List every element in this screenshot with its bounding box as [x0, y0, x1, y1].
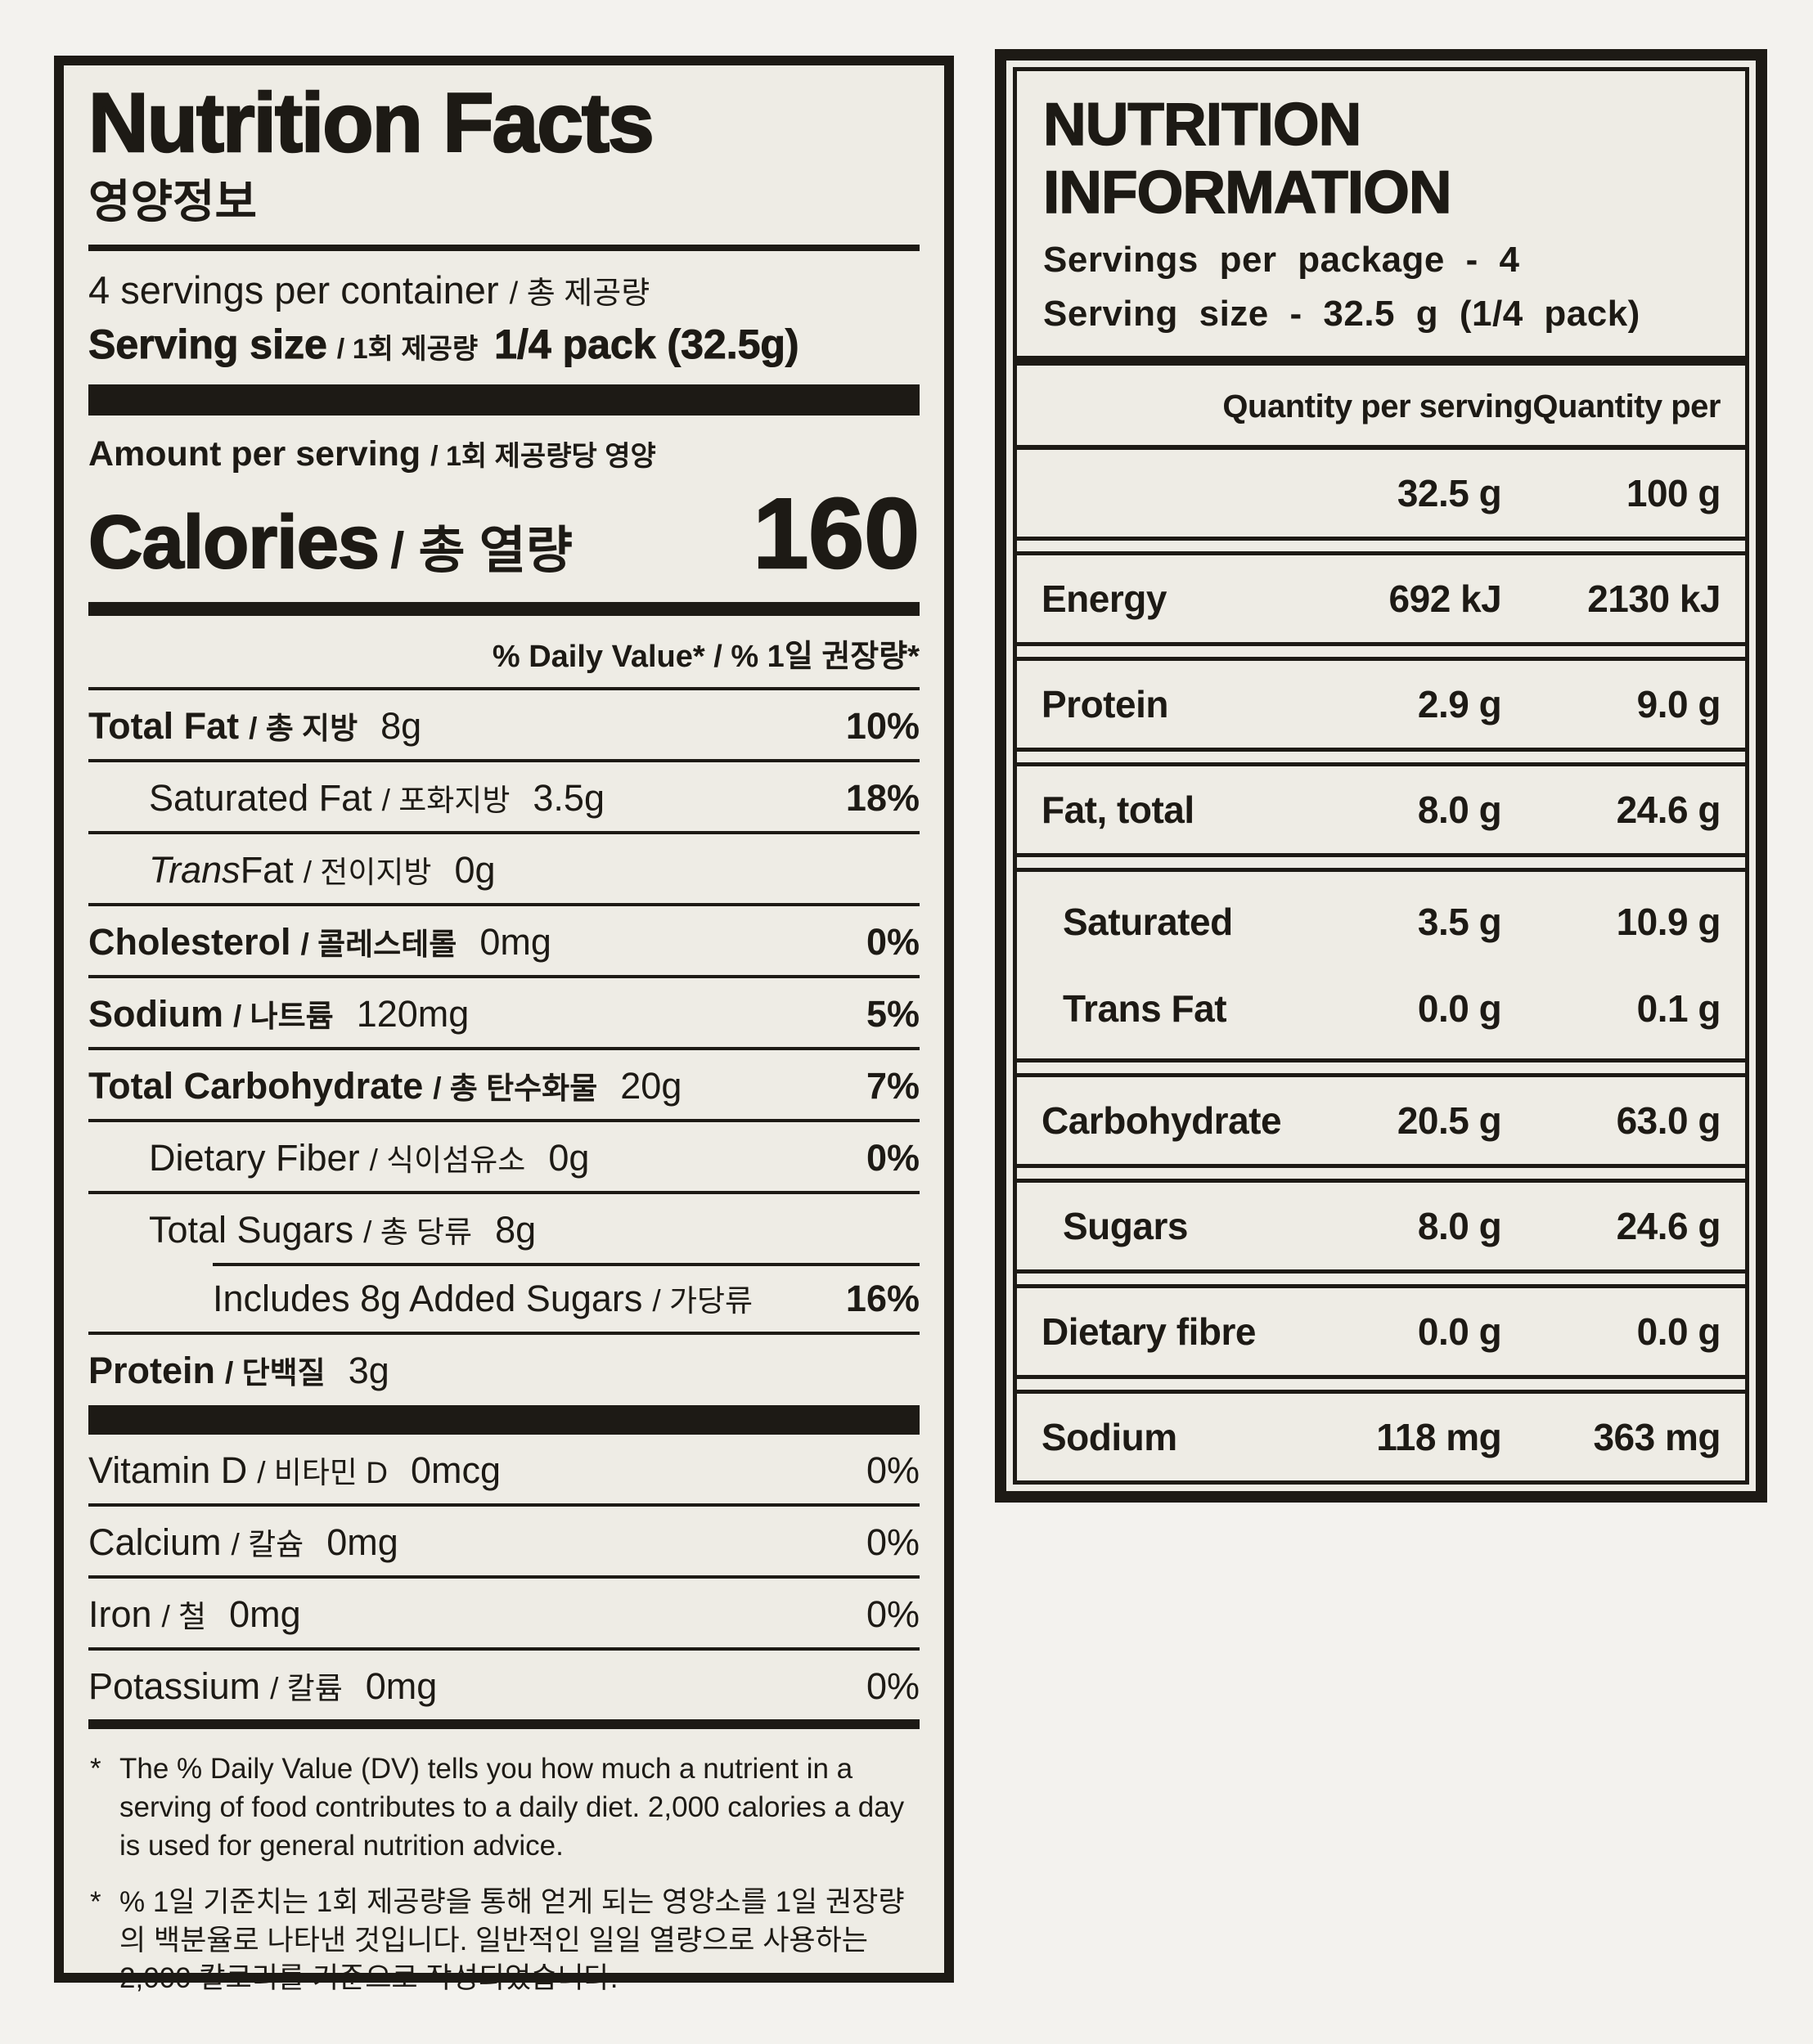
table-group-saturated-trans: Saturated 3.5 g 10.9 g Trans Fat 0.0 g 0…	[1017, 872, 1745, 1058]
nutrient-row-dietary-fiber: Dietary Fiber / 식이섬유소 0g 0%	[88, 1119, 920, 1191]
table-row-carbohydrate: Carbohydrate 20.5 g 63.0 g	[1041, 1099, 1721, 1142]
nutrient-row-total-carbohydrate: Total Carbohydrate / 총 탄수화물 20g 7%	[88, 1047, 920, 1119]
serving-size-line: Serving size / 1회 제공량 1/4 pack (32.5g)	[88, 316, 920, 384]
column-header-row: Quantity per serving Quantity per	[1017, 366, 1745, 445]
table-row-sugars: Sugars 8.0 g 24.6 g	[1063, 1205, 1721, 1247]
row-divider	[1017, 537, 1745, 555]
row-divider	[1017, 748, 1745, 766]
footnote-korean: * % 1일 기준치는 1회 제공량을 통해 얻게 되는 영양소를 1일 권장량…	[90, 1884, 918, 1999]
nutrition-facts-panel: Nutrition Facts 영양정보 4 servings per cont…	[54, 56, 954, 1994]
table-row-sodium: Sodium 118 mg 363 mg	[1041, 1416, 1721, 1458]
nutrient-row-added-sugars: Includes 8g Added Sugars / 가당류 16%	[88, 1263, 920, 1332]
medium-rule	[88, 602, 920, 617]
amount-per-serving-line: Amount per serving / 1회 제공량당 영양	[88, 416, 920, 474]
nutrient-row-vitamin-d: Vitamin D / 비타민 D 0mcg 0%	[88, 1449, 920, 1492]
thick-separator-bar	[88, 1405, 920, 1435]
table-row-dietary-fibre: Dietary fibre 0.0 g 0.0 g	[1041, 1310, 1721, 1353]
nutrition-facts-title: Nutrition Facts	[88, 76, 655, 169]
calories-value: 160	[752, 477, 920, 591]
footnote-text: The % Daily Value (DV) tells you how muc…	[119, 1753, 905, 1862]
footnote-asterisk: *	[90, 1753, 101, 1786]
calories-line: Calories / 총 열량 160	[88, 474, 920, 602]
unit-row: 32.5 g 100 g	[1397, 472, 1721, 514]
row-divider	[1017, 642, 1745, 661]
column-header-quantity-per-serving: Quantity per serving	[1222, 389, 1533, 425]
nutrition-facts-title-korean: 영양정보	[88, 165, 920, 252]
column-header-quantity-per-100g: Quantity per	[1532, 389, 1721, 425]
nutrient-row-cholesterol: Cholesterol / 콜레스테롤 0mg 0%	[88, 903, 920, 975]
table-row-energy: Energy 692 kJ 2130 kJ	[1041, 577, 1721, 620]
servings-per-container: 4 servings per container / 총 제공량	[88, 251, 920, 316]
serving-size-label-korean: / 1회 제공량	[336, 334, 479, 366]
nutrient-row-protein: Protein / 단백질 3g	[88, 1332, 920, 1404]
nutrition-information-inner-border: NUTRITION INFORMATION Servings per packa…	[1013, 67, 1749, 1485]
amount-per-serving-korean: / 1회 제공량당 영양	[430, 441, 656, 473]
servings-per-package: Servings per package - 4	[1043, 240, 1520, 280]
nutrient-row-total-fat: Total Fat / 총 지방 8g 10%	[88, 687, 920, 759]
daily-value-header-text: % Daily Value*	[492, 640, 705, 675]
row-divider	[1017, 1375, 1745, 1394]
calories-label: Calories	[88, 500, 380, 585]
calories-label-korean: / 총 열량	[390, 523, 573, 580]
serving-size-value: 1/4 pack (32.5g)	[494, 321, 799, 368]
row-divider	[1017, 1164, 1745, 1183]
thick-separator-bar	[88, 384, 920, 416]
nutrient-row-iron: Iron / 철 0mg 0%	[88, 1575, 920, 1647]
table-row-fat-total: Fat, total 8.0 g 24.6 g	[1041, 788, 1721, 831]
nutrient-row-calcium: Calcium / 칼슘 0mg 0%	[88, 1503, 920, 1575]
row-divider	[1017, 445, 1745, 450]
serving-size-label: Serving size	[88, 321, 328, 368]
servings-per-container-korean: / 총 제공량	[509, 276, 650, 312]
serving-size-line: Serving size - 32.5 g (1/4 pack)	[1043, 294, 1640, 334]
servings-per-container-text: 4 servings per container	[88, 268, 499, 312]
nutrient-row-trans-fat: Trans Fat / 전이지방 0g	[88, 831, 920, 903]
row-divider	[1017, 1058, 1745, 1077]
nutrient-row-total-sugars: Total Sugars / 총 당류 8g	[88, 1191, 920, 1263]
footnote-english: * The % Daily Value (DV) tells you how m…	[90, 1750, 918, 1866]
daily-value-header: % Daily Value* / % 1일 권장량*	[88, 616, 920, 687]
medium-rule	[88, 1719, 920, 1730]
nutrient-row-saturated-fat: Saturated Fat / 포화지방 3.5g 18%	[88, 759, 920, 831]
footnote-asterisk: *	[90, 1885, 101, 1918]
amount-per-serving-text: Amount per serving	[88, 434, 421, 474]
table-row-protein: Protein 2.9 g 9.0 g	[1041, 683, 1721, 726]
table-row-trans-fat: Trans Fat 0.0 g 0.1 g	[1063, 987, 1721, 1030]
nutrition-information-title: NUTRITION INFORMATION	[1042, 91, 1452, 227]
table-row-saturated: Saturated 3.5 g 10.9 g	[1063, 901, 1721, 943]
nutrient-row-potassium: Potassium / 칼륨 0mg 0%	[88, 1647, 920, 1719]
nutrition-information-header: NUTRITION INFORMATION Servings per packa…	[1017, 71, 1745, 366]
row-divider	[1017, 1269, 1745, 1288]
nutrient-row-sodium: Sodium / 나트륨 120mg 5%	[88, 975, 920, 1047]
footnotes: * The % Daily Value (DV) tells you how m…	[88, 1729, 920, 1998]
row-divider	[1017, 853, 1745, 872]
daily-value-header-korean: / % 1일 권장량*	[713, 640, 920, 675]
nutrition-information-panel: NUTRITION INFORMATION Servings per packa…	[995, 49, 1767, 1503]
footnote-text: % 1일 기준치는 1회 제공량을 통해 얻게 되는 영양소를 1일 권장량의 …	[119, 1885, 905, 1995]
